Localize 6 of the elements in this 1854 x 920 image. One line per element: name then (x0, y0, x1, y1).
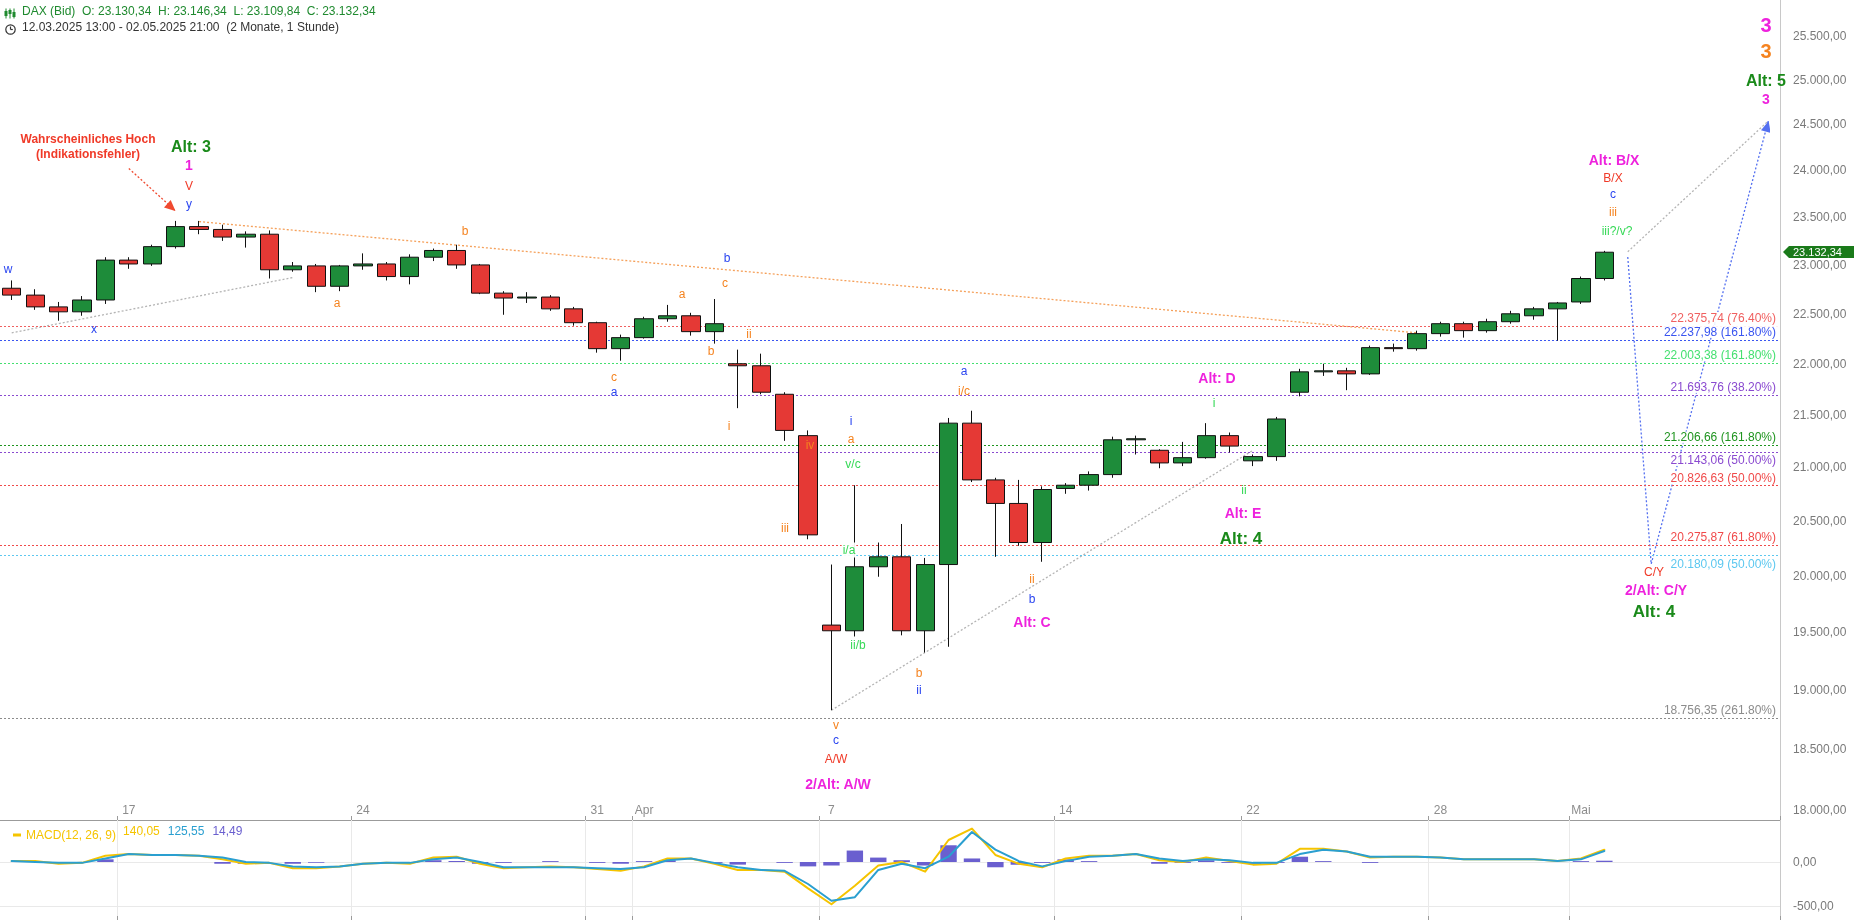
y-tick-label: -500,00 (1793, 899, 1835, 913)
annotation: 140,05 (123, 824, 161, 838)
annotation: 125,55 (167, 824, 205, 838)
annotation: 14,49 (212, 824, 243, 838)
y-tick-label: 0,00 (1793, 854, 1817, 869)
legend-label: MACD(12, 26, 9) (26, 828, 117, 842)
